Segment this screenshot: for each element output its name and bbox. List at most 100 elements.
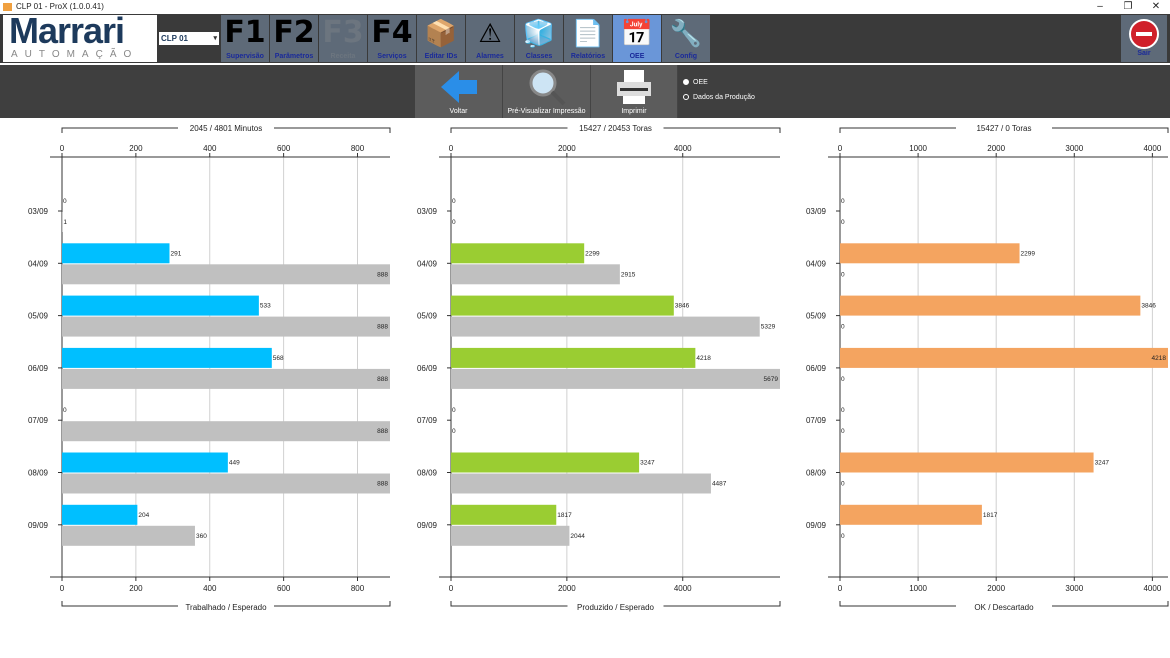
toolbar-button-oee[interactable]: 📅 OEE (613, 15, 662, 62)
bar-value-label: 4218 (1152, 355, 1167, 362)
close-button[interactable]: ✕ (1151, 1, 1161, 12)
bar-value-label: 888 (377, 481, 388, 488)
toolbar-button-label: Editar IDs (424, 53, 458, 60)
xlabel-background (178, 602, 274, 612)
bar-ok (840, 243, 1020, 264)
bar-value-label: 533 (260, 303, 271, 310)
tick-label-bottom: 2000 (558, 584, 576, 593)
tick-label-top: 4000 (1143, 144, 1161, 153)
bar-ok (840, 295, 1141, 316)
bar-value-label: 204 (138, 512, 149, 519)
bar-esperado (62, 525, 195, 546)
bar-value-label: 1817 (557, 512, 572, 519)
radio-production-label: Dados da Produção (693, 94, 755, 101)
bar-value-label: 0 (841, 481, 845, 488)
bar-value-label: 888 (377, 428, 388, 435)
chart-2: 15427 / 20453 Toras Produzido / Esperado 0… (417, 123, 781, 612)
tick-label-top: 400 (203, 144, 217, 153)
bar-produzido (451, 504, 557, 525)
toolbar-button-f2[interactable]: F2 Parâmetros (270, 15, 319, 62)
tick-label-top: 1000 (909, 144, 927, 153)
tick-label-bottom: 600 (277, 584, 291, 593)
bar-value-label: 3247 (640, 460, 655, 467)
chart-1: 2045 / 4801 Minutos Trabalhado / Esperado… (28, 123, 391, 612)
tick-label-top: 0 (60, 144, 65, 153)
bar-value-label: 4487 (712, 481, 727, 488)
toolbar-button-label: Alarmes (476, 53, 504, 60)
bar-value-label: 0 (841, 533, 845, 540)
tick-label-top: 800 (351, 144, 365, 153)
bar-value-label: 0 (841, 271, 845, 278)
exit-button[interactable]: Sair (1121, 15, 1167, 62)
toolbar-button-relatórios[interactable]: 📄 Relatórios (564, 15, 613, 62)
print-button[interactable]: Imprimir (591, 65, 678, 118)
bar-value-label: 1817 (983, 512, 998, 519)
tick-label-bottom: 800 (351, 584, 365, 593)
bar-value-label: 3846 (675, 303, 690, 310)
tick-label-top: 2000 (987, 144, 1005, 153)
function-key-label: F1 (224, 15, 266, 50)
calendar-icon: 📅 (620, 18, 654, 48)
toolbar-button-f4[interactable]: F4 Serviços (368, 15, 417, 62)
restore-button[interactable]: ❐ (1123, 1, 1133, 12)
category-label: 05/09 (806, 312, 827, 321)
bar-value-label: 0 (452, 407, 456, 414)
back-label: Voltar (449, 108, 468, 115)
chart-3: 15427 / 0 Toras OK / Descartado 0 0 1000 1000… (806, 123, 1169, 612)
main-toolbar: Marrari AUTOMAÇÃO CLP 01 ▾ F1 Supervisão F2… (0, 14, 1170, 63)
bar-value-label: 4218 (696, 355, 711, 362)
toolbar-button-alarmes[interactable]: ⚠ Alarmes (466, 15, 515, 62)
toolbar-button-label: Serviços (377, 53, 407, 60)
toolbar-button-label: Receita (330, 53, 356, 60)
bar-value-label: 0 (841, 376, 845, 383)
function-key-label: F3 (322, 15, 364, 50)
arrow-left-icon (440, 71, 477, 103)
category-label: 04/09 (28, 259, 49, 268)
minimize-button[interactable]: – (1097, 1, 1103, 12)
tick-label-bottom: 400 (203, 584, 217, 593)
toolbar-button-f1[interactable]: F1 Supervisão (221, 15, 270, 62)
tick-label-bottom: 0 (60, 584, 65, 593)
radio-oee[interactable]: OEE (683, 78, 708, 87)
print-preview-button[interactable]: Pré-Visualizar Impressão (503, 65, 591, 118)
stop-icon (1129, 19, 1159, 49)
chevron-down-icon: ▾ (213, 35, 217, 42)
toolbar-button-classes[interactable]: 🧊 Classes (515, 15, 564, 62)
action-bar: Voltar Pré-Visualizar Impressão Imprimir… (0, 65, 1170, 118)
bar-esperado (62, 316, 390, 337)
back-button[interactable]: Voltar (415, 65, 503, 118)
toolbar-button-config[interactable]: 🔧 Config (662, 15, 711, 62)
category-label: 08/09 (806, 469, 827, 478)
bar-value-label: 0 (841, 324, 845, 331)
toolbar-button-editar-ids[interactable]: 📦 Editar IDs (417, 15, 466, 62)
bar-produzido (451, 243, 585, 264)
clp-select-value: CLP 01 (161, 34, 188, 43)
report-icon: 📄 (571, 18, 605, 48)
tick-label-top: 2000 (558, 144, 576, 153)
tick-label-bottom: 0 (449, 584, 454, 593)
category-label: 07/09 (417, 416, 438, 425)
bar-esperado (62, 421, 390, 442)
bar-esperado (451, 264, 620, 285)
toolbar-button-label: Supervisão (226, 53, 264, 60)
function-key-label: F2 (273, 15, 315, 50)
bar-ok (840, 452, 1094, 473)
title-background (178, 123, 274, 133)
radio-production-data[interactable]: Dados da Produção (683, 93, 755, 102)
bar-value-label: 3846 (1141, 303, 1156, 310)
toolbar-button-label: Config (674, 53, 698, 60)
bar-trabalhado (62, 452, 228, 473)
bar-value-label: 888 (377, 324, 388, 331)
tools-icon: 🔧 (669, 18, 703, 48)
clp-select[interactable]: CLP 01 ▾ (159, 32, 219, 45)
category-label: 09/09 (417, 521, 438, 530)
title-bar: CLP 01 - ProX (1.0.0.41) – ❐ ✕ (0, 0, 1170, 14)
bar-value-label: 5329 (761, 324, 776, 331)
category-label: 07/09 (806, 416, 827, 425)
category-label: 06/09 (806, 364, 827, 373)
category-label: 04/09 (806, 259, 827, 268)
tick-label-top: 200 (129, 144, 143, 153)
x-axis-label: OK / Descartado (974, 603, 1034, 612)
radio-selected-icon (683, 79, 689, 86)
logo-brand: Marrari (9, 15, 125, 51)
